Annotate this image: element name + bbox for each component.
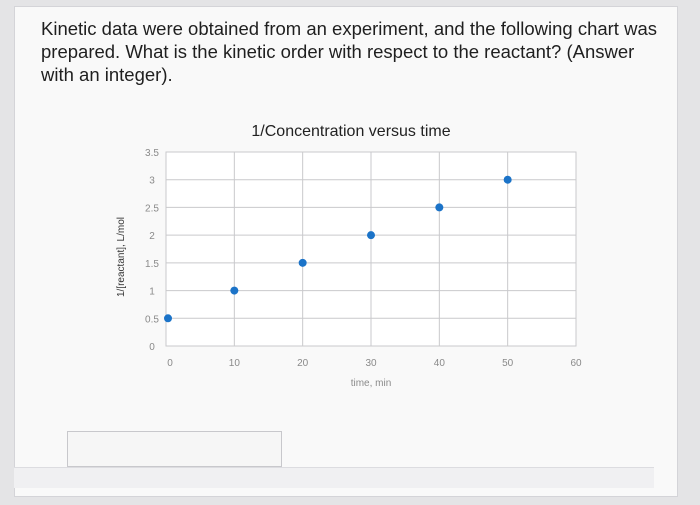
- data-point: [164, 314, 172, 323]
- page-footer-strip: [14, 467, 654, 488]
- y-tick-label: 2.5: [145, 203, 159, 214]
- x-tick-label: 40: [434, 358, 446, 369]
- x-tick-label: 10: [229, 358, 241, 369]
- y-axis-label: 1/[reactant], L/mol: [116, 217, 127, 297]
- data-point: [367, 231, 375, 240]
- y-tick-label: 1: [149, 287, 155, 298]
- y-tick-label: 3.5: [145, 148, 159, 159]
- x-tick-label: 60: [570, 358, 582, 369]
- x-tick-label: 30: [365, 358, 377, 369]
- x-axis-label: time, min: [351, 378, 392, 389]
- x-tick-label: 50: [502, 358, 514, 369]
- data-point: [298, 258, 307, 267]
- y-tick-label: 1.5: [145, 259, 159, 270]
- data-point: [503, 175, 512, 184]
- question-text: Kinetic data were obtained from an exper…: [41, 18, 657, 85]
- y-tick-label: 0: [149, 342, 155, 353]
- answer-input[interactable]: [67, 431, 282, 467]
- y-tick-label: 3: [149, 176, 155, 187]
- x-tick-label: 20: [297, 358, 309, 369]
- y-tick-label: 0.5: [145, 314, 159, 325]
- chart-title: 1/Concentration versus time: [251, 123, 451, 140]
- data-point: [230, 286, 239, 295]
- y-tick-label: 2: [149, 231, 155, 242]
- x-tick-label: 0: [167, 358, 173, 369]
- data-point: [435, 203, 444, 212]
